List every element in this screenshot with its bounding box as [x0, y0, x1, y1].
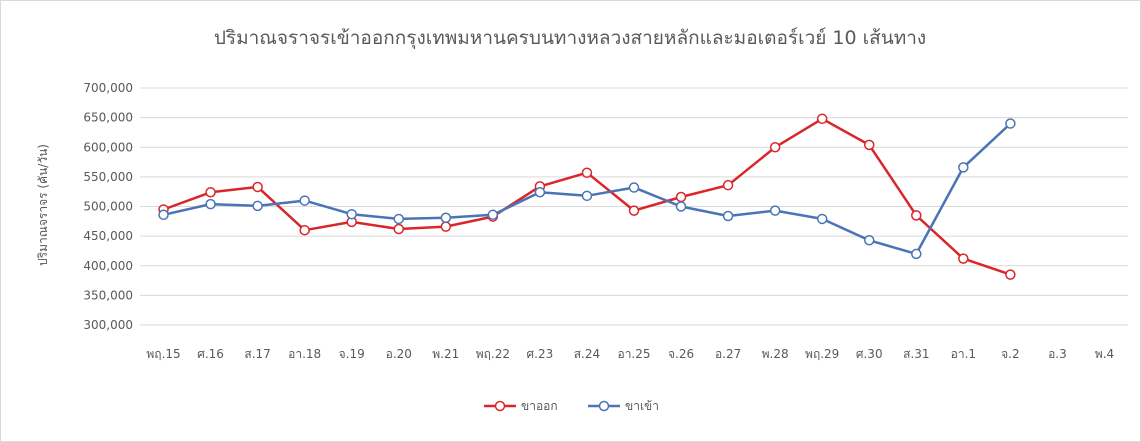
y-axis-ticks: 300,000 350,000 400,000 450,000 500,000 550,0…	[83, 81, 133, 332]
y-tick-label: 500,000	[83, 200, 133, 214]
x-tick-label: ส.31	[903, 347, 929, 361]
y-tick-label: 400,000	[83, 259, 133, 273]
data-point	[863, 235, 875, 246]
data-point	[252, 181, 263, 193]
x-tick-label: พ.28	[762, 347, 789, 361]
legend: ขาออก ขาเข้า	[484, 399, 659, 413]
data-point	[628, 205, 640, 216]
data-point	[487, 209, 499, 221]
x-tick-label: จ.19	[339, 347, 365, 361]
x-axis-ticks: พฤ.15 ศ.16 ส.17 อา.18 จ.19 อ.20 พ.21 พฤ.22 ศ.23 ส…	[146, 347, 1114, 361]
data-point	[252, 200, 263, 212]
data-point	[722, 179, 734, 191]
x-tick-label: ส.24	[574, 347, 600, 361]
data-point	[158, 209, 169, 221]
x-tick-label: อ.27	[715, 347, 741, 361]
x-tick-label: ศ.16	[197, 347, 224, 361]
data-point	[205, 198, 216, 210]
x-tick-label: พฤ.22	[476, 347, 510, 361]
y-tick-label: 350,000	[83, 288, 133, 302]
y-tick-label: 300,000	[83, 318, 133, 332]
data-point	[346, 208, 357, 220]
x-tick-label: พ.4	[1095, 347, 1114, 361]
data-point	[911, 248, 922, 260]
data-point	[675, 191, 687, 203]
data-point	[581, 167, 593, 178]
data-point	[769, 205, 781, 216]
data-point	[769, 142, 781, 153]
series-line	[163, 122, 1012, 256]
y-tick-label: 650,000	[83, 111, 133, 125]
data-point	[1005, 269, 1016, 280]
data-point	[722, 210, 734, 222]
data-point	[911, 210, 922, 221]
x-tick-label: อา.25	[617, 347, 650, 361]
data-point	[440, 212, 452, 224]
x-tick-label: พ.21	[432, 347, 459, 361]
gridlines	[140, 87, 1128, 326]
x-tick-label: อา.1	[951, 347, 976, 361]
y-tick-label: 550,000	[83, 170, 133, 184]
data-point	[299, 195, 310, 206]
y-axis-label: ปริมาณจราจร (คัน/วัน)	[36, 144, 50, 266]
data-point	[440, 221, 452, 232]
series-lines	[158, 113, 1016, 280]
chart-title: ปริมาณจราจรเข้าออกกรุงเทพมหานครบนทางหลวง…	[214, 27, 926, 50]
data-point	[958, 253, 969, 264]
data-point	[205, 187, 216, 198]
data-point	[816, 213, 828, 225]
x-tick-label: อา.18	[288, 347, 321, 361]
data-point	[675, 201, 687, 212]
x-tick-label: ศ.23	[527, 347, 554, 361]
y-tick-label: 600,000	[83, 140, 133, 154]
data-point	[393, 223, 405, 235]
x-tick-label: อ.20	[386, 347, 412, 361]
y-tick-label: 700,000	[83, 81, 133, 95]
data-point	[863, 139, 875, 151]
series-2	[158, 118, 1016, 260]
data-point	[393, 213, 405, 225]
legend-item-2: ขาเข้า	[588, 399, 659, 413]
data-point	[1005, 118, 1016, 129]
x-tick-label: จ.26	[668, 347, 694, 361]
legend-marker	[598, 400, 610, 412]
legend-item-1: ขาออก	[484, 399, 558, 413]
x-tick-label: อ.3	[1048, 347, 1067, 361]
data-point	[816, 113, 828, 125]
x-tick-label: จ.2	[1001, 347, 1019, 361]
data-point	[299, 224, 310, 236]
data-point	[581, 190, 593, 202]
x-tick-label: ส.17	[244, 347, 270, 361]
legend-label: ขาเข้า	[625, 399, 659, 413]
x-tick-label: พฤ.29	[805, 347, 839, 361]
data-point	[534, 187, 546, 198]
data-point	[628, 182, 640, 193]
legend-label: ขาออก	[521, 399, 558, 413]
y-tick-label: 450,000	[83, 229, 133, 243]
x-tick-label: ศ.30	[856, 347, 883, 361]
legend-marker	[494, 400, 506, 412]
x-tick-label: พฤ.15	[146, 347, 180, 361]
data-point	[958, 162, 969, 173]
